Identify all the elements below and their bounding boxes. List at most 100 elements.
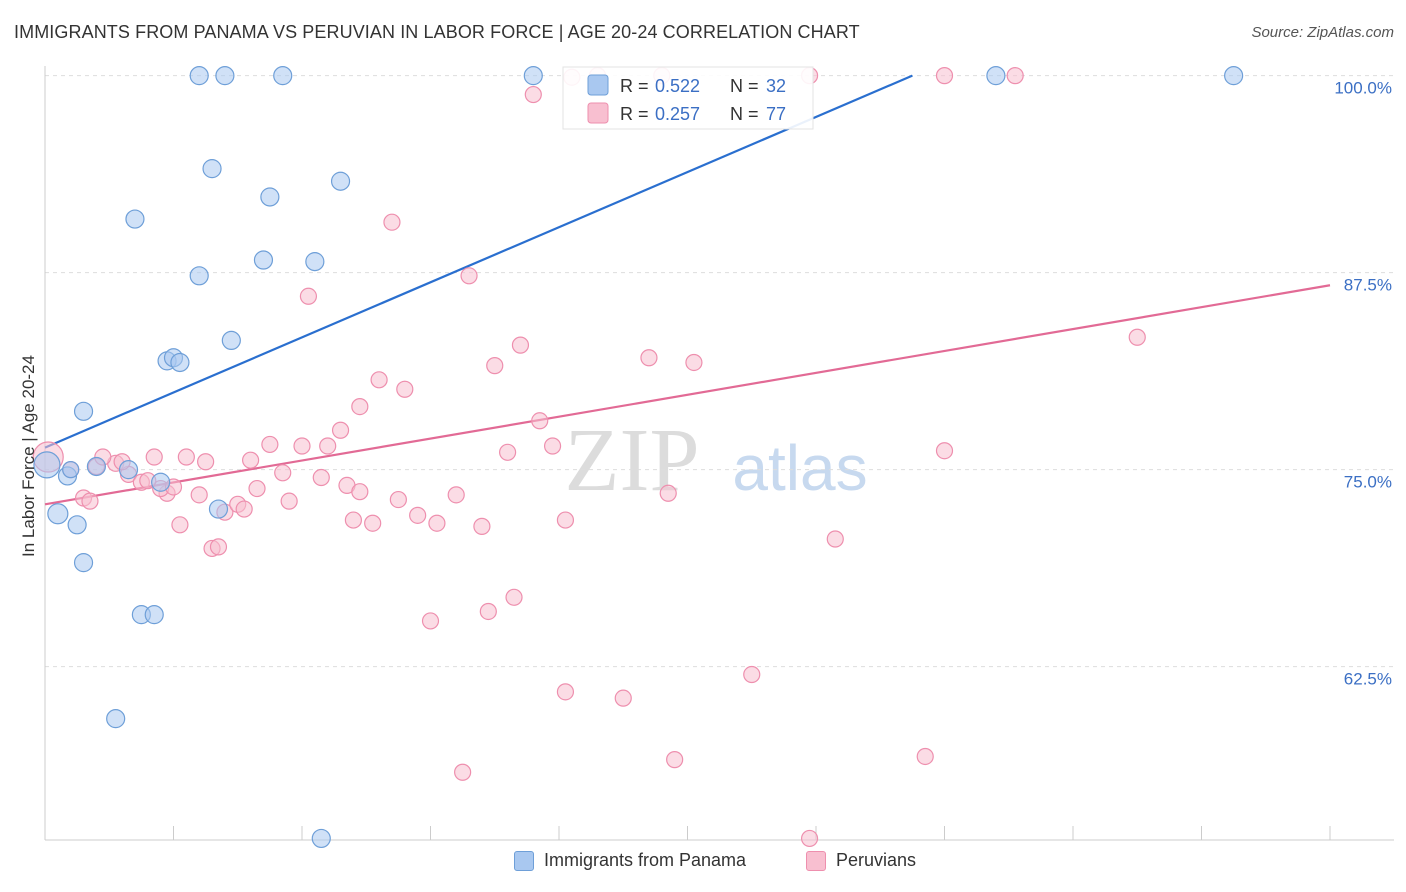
panama-point <box>330 171 351 191</box>
panama-point <box>151 472 171 492</box>
stats-legend: R = 0.522 N = 32 R = 0.257 N = 77 <box>562 66 814 130</box>
panama-point <box>208 499 229 519</box>
peruvian-point <box>81 492 99 510</box>
peruvian-point <box>499 443 517 461</box>
peruvian-point <box>556 683 575 701</box>
panama-point <box>73 553 94 573</box>
peruvian-point <box>274 464 292 482</box>
legend-swatch <box>587 74 609 96</box>
panama-point <box>1224 66 1244 86</box>
peruvian-point <box>486 357 504 375</box>
tick-labels: 100.0%87.5%75.0%62.5%0.0%20.0% <box>1334 79 1392 689</box>
panama-point <box>62 461 80 479</box>
peruvian-point <box>1006 67 1024 85</box>
peruvian-point <box>421 612 440 630</box>
panama-point <box>189 66 209 86</box>
legend-item-panama: Immigrants from Panama <box>514 850 746 871</box>
panama-point <box>86 456 107 477</box>
peruvian-point <box>447 486 465 504</box>
panama-point <box>47 503 69 525</box>
bottom-legend: Immigrants from Panama Peruvians <box>0 850 1406 880</box>
panama-point <box>305 252 325 272</box>
trend-lines <box>44 74 1331 506</box>
y-tick-label: 75.0% <box>1344 473 1392 492</box>
peruvian-point <box>935 442 954 460</box>
peruvian-point <box>261 435 279 454</box>
peruvian-point <box>331 421 350 439</box>
source-credit: Source: ZipAtlas.com <box>1251 24 1394 41</box>
peruvian-point <box>479 602 497 621</box>
peruvian-point <box>319 437 337 455</box>
panama-point <box>311 828 331 849</box>
peruvian-point <box>531 412 549 430</box>
peruvian-point <box>344 511 362 529</box>
peruvian-point <box>177 448 195 466</box>
panama-point <box>125 209 145 229</box>
legend-r-label: R = <box>620 104 649 124</box>
panama-point <box>118 460 139 480</box>
legend-label-peruvians: Peruvians <box>836 850 917 870</box>
panama-point <box>253 250 274 270</box>
panama-point <box>202 159 222 179</box>
peruvian-point <box>505 588 523 606</box>
panama-point <box>215 66 235 86</box>
panama-point <box>144 605 164 625</box>
panama-point <box>67 515 87 535</box>
grid-lines <box>45 75 1394 668</box>
peruvian-point <box>666 751 684 769</box>
peruvian-point <box>383 213 401 231</box>
peruvian-point <box>916 747 934 766</box>
panama-point <box>986 66 1006 86</box>
peruvian-point <box>511 336 530 354</box>
panama-point <box>106 709 126 729</box>
peruvian-point <box>351 398 369 416</box>
peruvian-point <box>190 486 208 504</box>
peruvian-point <box>209 538 228 556</box>
peruvian-point <box>197 453 215 471</box>
watermark-atlas: atlas <box>732 432 867 504</box>
peruvian-point <box>370 371 388 389</box>
peruvian-point <box>235 500 253 518</box>
legend-n-label: N = <box>730 104 759 124</box>
y-axis-label: In Labor Force | Age 20-24 <box>19 355 38 557</box>
peruvian-trend-line <box>44 284 1331 506</box>
peruvian-point <box>389 490 407 509</box>
peruvian-point <box>473 517 491 535</box>
panama-point <box>170 352 190 373</box>
peruvian-point <box>614 689 632 707</box>
peruvian-point <box>171 516 189 534</box>
panama-trend-line <box>44 74 913 449</box>
peruvian-point <box>299 287 318 305</box>
peruvian-point <box>242 451 260 469</box>
peruvian-point <box>743 665 761 684</box>
peruvian-point <box>409 506 427 524</box>
peruvian-point <box>396 380 414 398</box>
legend-item-peruvians: Peruvians <box>806 850 916 871</box>
peruvian-point <box>685 353 703 372</box>
peruvian-point <box>935 67 954 85</box>
legend-n-value: 77 <box>766 104 786 124</box>
legend-label-panama: Immigrants from Panama <box>544 850 747 870</box>
peruvian-point <box>826 530 844 548</box>
peruvian-point <box>145 448 163 466</box>
legend-r-label: R = <box>620 76 649 96</box>
y-tick-label: 100.0% <box>1334 79 1392 98</box>
peruvian-point <box>460 267 478 285</box>
legend-swatch <box>587 102 609 124</box>
peruvian-point <box>800 829 819 848</box>
peruvian-point <box>364 514 382 532</box>
panama-point <box>221 330 241 351</box>
y-tick-label: 62.5% <box>1344 670 1392 689</box>
data-points <box>32 66 1244 849</box>
legend-r-value: 0.257 <box>655 104 700 124</box>
peruvian-point <box>659 484 677 502</box>
peruvian-point <box>280 492 298 510</box>
peruvian-point <box>351 483 369 501</box>
peruvian-point <box>556 511 575 529</box>
scatter-chart: ZIP atlas 100.0%87.5%75.0%62.5%0.0%20.0%… <box>19 66 1394 849</box>
legend-n-label: N = <box>730 76 759 96</box>
peruvian-point <box>543 437 562 455</box>
peruvian-point <box>428 514 446 532</box>
peruvian-point <box>524 85 542 104</box>
peruvian-point <box>1128 328 1146 346</box>
